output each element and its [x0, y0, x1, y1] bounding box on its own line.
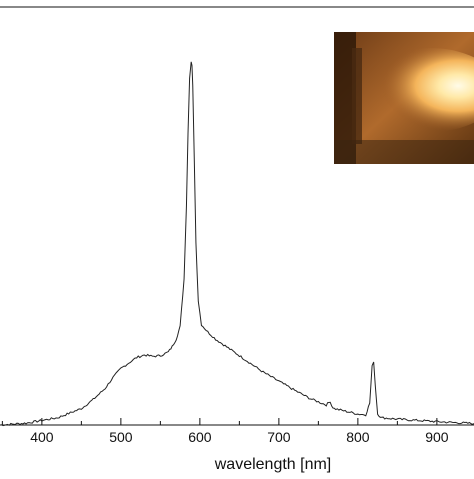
x-tick-label-600: 600: [188, 429, 212, 445]
x-tick-label-800: 800: [346, 429, 370, 445]
inset-dark-wall: [334, 32, 356, 164]
x-tick-label-400: 400: [30, 429, 54, 445]
spectrum-line: [0, 61, 474, 427]
x-ticks: 400 500 600 700 800 900: [1, 418, 449, 445]
inset-nozzle: [352, 48, 362, 144]
x-tick-label-700: 700: [267, 429, 291, 445]
x-tick-label-500: 500: [109, 429, 133, 445]
inset-flame: [360, 48, 474, 132]
x-tick-label-900: 900: [425, 429, 449, 445]
x-axis-label: wavelength [nm]: [214, 456, 332, 473]
inset-photo: [334, 32, 474, 164]
inset-floor: [334, 140, 474, 164]
